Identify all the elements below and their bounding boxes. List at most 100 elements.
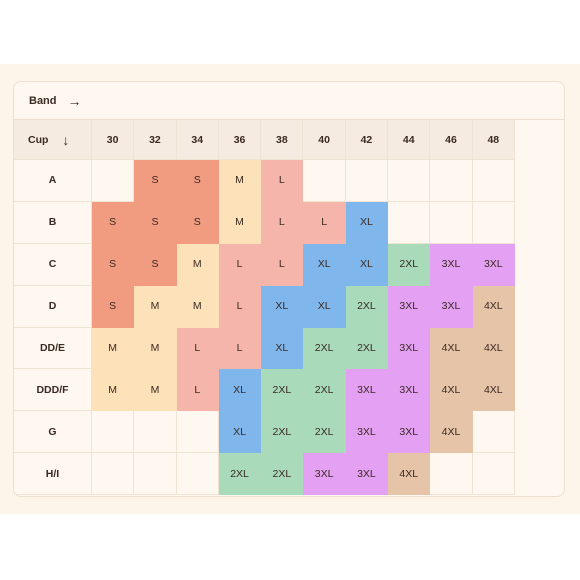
size-cell: S bbox=[92, 201, 135, 244]
cup-row-label: H/I bbox=[14, 453, 92, 496]
size-cell: 3XL bbox=[472, 243, 515, 286]
cup-row-label: G bbox=[14, 411, 92, 454]
size-cell: 3XL bbox=[430, 243, 473, 286]
size-cell: 2XL bbox=[303, 369, 346, 412]
band-col-header: 48 bbox=[472, 120, 515, 160]
size-grid: Cup ↓ 30 32 34 36 38 40 42 44 46 48 A S S M L B S S S M L L XL… bbox=[14, 120, 515, 496]
size-cell: S bbox=[134, 243, 177, 286]
size-cell: L bbox=[218, 285, 262, 328]
size-cell: 4XL bbox=[430, 327, 473, 370]
size-cell: XL bbox=[345, 243, 389, 286]
empty-cell bbox=[430, 201, 473, 244]
cup-row-label: DD/E bbox=[14, 327, 92, 370]
size-cell: 2XL bbox=[261, 411, 304, 454]
band-col-header: 40 bbox=[303, 120, 346, 160]
size-cell: 2XL bbox=[261, 453, 304, 496]
size-cell: 4XL bbox=[472, 327, 515, 370]
empty-cell bbox=[472, 453, 515, 496]
band-col-header: 42 bbox=[345, 120, 389, 160]
size-cell: S bbox=[134, 160, 177, 202]
size-cell: 2XL bbox=[261, 369, 304, 412]
empty-cell bbox=[345, 160, 389, 202]
right-arrow-icon: → bbox=[67, 92, 82, 109]
cup-row-label: DDD/F bbox=[14, 369, 92, 412]
size-cell: 3XL bbox=[388, 369, 431, 412]
size-cell: XL bbox=[218, 411, 262, 454]
band-header: Band → bbox=[14, 82, 564, 120]
size-cell: S bbox=[92, 243, 135, 286]
size-cell: 3XL bbox=[303, 453, 346, 496]
empty-cell bbox=[388, 201, 431, 244]
band-col-header: 34 bbox=[176, 120, 219, 160]
size-cell: L bbox=[218, 327, 262, 370]
size-cell: L bbox=[218, 243, 262, 286]
size-cell: 4XL bbox=[472, 369, 515, 412]
size-cell: XL bbox=[261, 327, 304, 370]
empty-cell bbox=[92, 411, 135, 454]
empty-cell bbox=[92, 453, 135, 496]
size-cell: L bbox=[176, 369, 219, 412]
empty-cell bbox=[176, 453, 219, 496]
size-cell: XL bbox=[218, 369, 262, 412]
empty-cell bbox=[472, 160, 515, 202]
empty-cell bbox=[472, 411, 515, 454]
size-cell: M bbox=[134, 369, 177, 412]
size-cell: 2XL bbox=[345, 327, 389, 370]
size-cell: 3XL bbox=[345, 411, 389, 454]
empty-cell bbox=[388, 160, 431, 202]
size-cell: M bbox=[218, 201, 262, 244]
size-cell: S bbox=[176, 201, 219, 244]
band-col-header: 44 bbox=[388, 120, 431, 160]
size-cell: 4XL bbox=[472, 285, 515, 328]
empty-cell bbox=[303, 160, 346, 202]
size-cell: 3XL bbox=[388, 411, 431, 454]
cup-row-label: B bbox=[14, 201, 92, 244]
band-col-header: 30 bbox=[92, 120, 135, 160]
band-col-header: 36 bbox=[218, 120, 262, 160]
size-cell: 2XL bbox=[388, 243, 431, 286]
size-cell: 4XL bbox=[430, 369, 473, 412]
size-cell: 2XL bbox=[345, 285, 389, 328]
band-col-header: 46 bbox=[430, 120, 473, 160]
size-cell: M bbox=[92, 327, 135, 370]
size-cell: S bbox=[176, 160, 219, 202]
size-cell: L bbox=[261, 243, 304, 286]
size-cell: XL bbox=[303, 243, 346, 286]
size-cell: L bbox=[261, 201, 304, 244]
size-cell: L bbox=[176, 327, 219, 370]
size-cell: 4XL bbox=[430, 411, 473, 454]
size-cell: 3XL bbox=[388, 327, 431, 370]
size-cell: 4XL bbox=[388, 453, 431, 496]
empty-cell bbox=[430, 160, 473, 202]
cup-row-label: D bbox=[14, 285, 92, 328]
empty-cell bbox=[134, 453, 177, 496]
size-cell: XL bbox=[261, 285, 304, 328]
band-col-header: 32 bbox=[134, 120, 177, 160]
size-cell: M bbox=[218, 160, 262, 202]
cup-label: Cup bbox=[28, 133, 49, 146]
empty-cell bbox=[472, 201, 515, 244]
size-cell: XL bbox=[303, 285, 346, 328]
size-cell: S bbox=[92, 285, 135, 328]
size-cell: 3XL bbox=[345, 453, 389, 496]
cup-row-label: C bbox=[14, 243, 92, 286]
size-cell: M bbox=[134, 327, 177, 370]
empty-cell bbox=[134, 411, 177, 454]
size-cell: L bbox=[261, 160, 304, 202]
size-cell: M bbox=[134, 285, 177, 328]
size-cell: 2XL bbox=[303, 327, 346, 370]
size-cell: 2XL bbox=[218, 453, 262, 496]
size-chart-card: Band → Cup ↓ 30 32 34 36 38 40 42 44 46 48 A S S M L B S… bbox=[13, 81, 565, 497]
down-arrow-icon: ↓ bbox=[62, 131, 70, 148]
size-cell: M bbox=[176, 243, 219, 286]
size-cell: M bbox=[176, 285, 219, 328]
empty-cell bbox=[430, 453, 473, 496]
size-cell: 2XL bbox=[303, 411, 346, 454]
size-cell: M bbox=[92, 369, 135, 412]
cup-header: Cup ↓ bbox=[14, 120, 92, 160]
band-col-header: 38 bbox=[261, 120, 304, 160]
size-cell: L bbox=[303, 201, 346, 244]
empty-cell bbox=[176, 411, 219, 454]
size-cell: 3XL bbox=[388, 285, 431, 328]
empty-cell bbox=[92, 160, 135, 202]
